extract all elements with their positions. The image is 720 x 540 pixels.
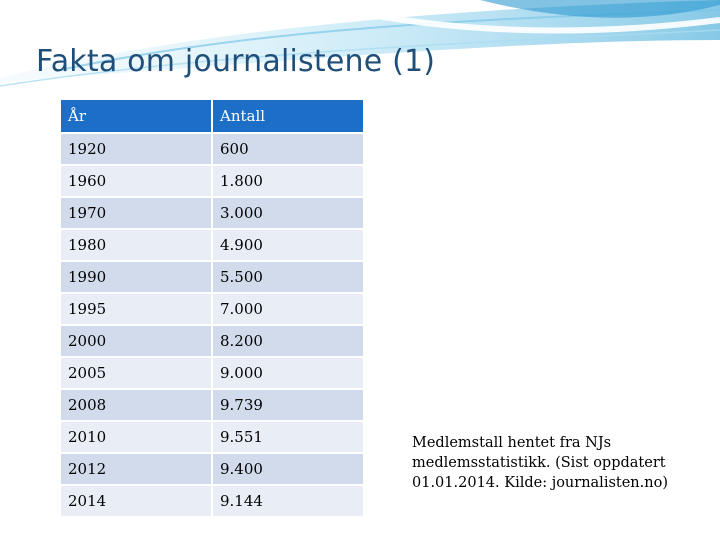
count-cell: 9.551 — [213, 422, 363, 452]
year-cell: 2014 — [61, 486, 211, 516]
table-row: 1990 5.500 — [61, 262, 363, 292]
year-cell: 1995 — [61, 294, 211, 324]
table-header-row: År Antall — [61, 100, 363, 132]
table-row: 2005 9.000 — [61, 358, 363, 388]
year-cell: 2000 — [61, 326, 211, 356]
table-row: 2014 9.144 — [61, 486, 363, 516]
facts-table: År Antall 1920 600 1960 1.800 1970 3.000… — [59, 98, 365, 518]
count-cell: 1.800 — [213, 166, 363, 196]
count-cell: 9.000 — [213, 358, 363, 388]
year-cell: 1980 — [61, 230, 211, 260]
count-cell: 8.200 — [213, 326, 363, 356]
count-cell: 9.739 — [213, 390, 363, 420]
count-cell: 600 — [213, 134, 363, 164]
header-year: År — [61, 100, 211, 132]
count-cell: 4.900 — [213, 230, 363, 260]
table-row: 1995 7.000 — [61, 294, 363, 324]
count-cell: 3.000 — [213, 198, 363, 228]
count-cell: 5.500 — [213, 262, 363, 292]
count-cell: 7.000 — [213, 294, 363, 324]
year-cell: 2008 — [61, 390, 211, 420]
year-cell: 1920 — [61, 134, 211, 164]
table-row: 1960 1.800 — [61, 166, 363, 196]
table-row: 2008 9.739 — [61, 390, 363, 420]
year-cell: 2010 — [61, 422, 211, 452]
count-cell: 9.400 — [213, 454, 363, 484]
table-row: 2000 8.200 — [61, 326, 363, 356]
table-row: 1980 4.900 — [61, 230, 363, 260]
header-count: Antall — [213, 100, 363, 132]
table-row: 1970 3.000 — [61, 198, 363, 228]
year-cell: 1970 — [61, 198, 211, 228]
table-row: 1920 600 — [61, 134, 363, 164]
count-cell: 9.144 — [213, 486, 363, 516]
year-cell: 2005 — [61, 358, 211, 388]
table-row: 2012 9.400 — [61, 454, 363, 484]
source-note: Medlemstall hentet fra NJs medlemsstatis… — [412, 435, 668, 491]
slide-title: Fakta om journalistene (1) — [36, 44, 436, 79]
decorative-swoosh — [0, 0, 720, 87]
year-cell: 1960 — [61, 166, 211, 196]
year-cell: 2012 — [61, 454, 211, 484]
table-row: 2010 9.551 — [61, 422, 363, 452]
year-cell: 1990 — [61, 262, 211, 292]
